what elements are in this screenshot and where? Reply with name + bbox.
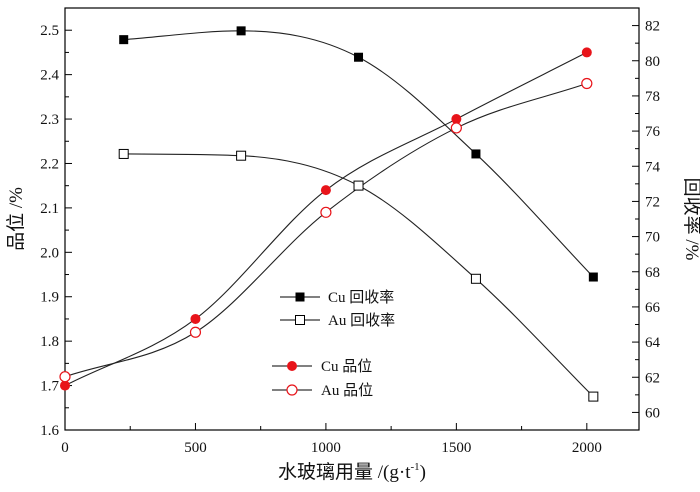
legend-label-cu-grade: Cu 品位 xyxy=(321,358,372,375)
tick-marks xyxy=(64,25,639,431)
data-point-au-grade xyxy=(59,371,71,383)
data-point-cu-grade xyxy=(451,114,462,125)
data-point-cu-grade xyxy=(190,313,201,324)
x-tick-label: 1000 xyxy=(311,440,341,456)
data-point-cu-recovery xyxy=(236,26,246,36)
data-point-au-recovery xyxy=(118,148,129,159)
series-line-2 xyxy=(64,51,588,387)
data-point-cu-recovery xyxy=(119,35,129,45)
legend-recovery: Cu 回收率 Au 回收率 xyxy=(280,289,395,329)
data-point-cu-recovery xyxy=(588,272,598,282)
x-tick-label: 1500 xyxy=(441,440,471,456)
y-left-tick-labels: 1.6 1.7 1.8 1.9 2.0 2.1 2.2 2.3 2.4 2.5 xyxy=(40,23,59,439)
data-point-cu-grade xyxy=(320,185,331,196)
legend-grade: Cu 品位 Au 品位 xyxy=(272,358,373,399)
data-point-au-recovery xyxy=(353,180,364,191)
x-tick-labels: 0 500 1000 1500 2000 xyxy=(61,440,602,456)
y-right-tick-label: 78 xyxy=(645,89,660,105)
legend-label-cu-recovery: Cu 回收率 xyxy=(328,289,394,306)
x-axis-title: 水玻璃用量 /(g·t-1) xyxy=(278,461,426,483)
x-tick-label: 0 xyxy=(61,440,69,456)
y-right-tick-label: 70 xyxy=(645,230,660,246)
y-left-tick-label: 1.6 xyxy=(40,423,59,439)
data-point-cu-recovery xyxy=(354,52,364,62)
y-right-tick-label: 64 xyxy=(645,335,661,351)
y-right-tick-label: 76 xyxy=(645,124,661,140)
data-point-au-recovery xyxy=(588,391,599,402)
legend-label-au-recovery: Au 回收率 xyxy=(328,312,395,329)
legend-marker-cu-grade xyxy=(287,361,297,371)
y-left-tick-label: 1.8 xyxy=(40,334,59,350)
series-line-3 xyxy=(64,82,587,378)
legend-marker-cu-recovery xyxy=(295,292,305,302)
data-point-au-grade xyxy=(189,326,202,338)
data-point-au-grade xyxy=(450,122,462,134)
data-point-au-recovery xyxy=(470,273,481,284)
series-line-0 xyxy=(123,30,594,278)
y-left-axis-title: 品位 /% xyxy=(5,187,27,251)
legend-marker-au-recovery xyxy=(295,315,305,325)
series-markers xyxy=(59,26,599,402)
data-point-au-grade xyxy=(320,206,332,218)
data-point-cu-grade xyxy=(581,47,592,58)
data-point-cu-grade xyxy=(60,380,70,391)
y-right-tick-labels: 60 62 64 66 68 70 72 74 76 78 80 82 xyxy=(645,19,661,422)
y-left-tick-label: 2.5 xyxy=(40,23,59,39)
y-right-axis-title: 回收率 /% xyxy=(681,178,700,261)
y-left-tick-label: 2.4 xyxy=(40,68,59,84)
data-point-au-grade xyxy=(581,77,593,90)
y-right-tick-label: 66 xyxy=(645,300,661,316)
y-right-tick-label: 82 xyxy=(645,19,660,35)
y-right-tick-label: 74 xyxy=(645,159,661,175)
legend-marker-au-grade xyxy=(286,384,298,396)
y-left-tick-label: 2.0 xyxy=(40,245,59,261)
y-right-tick-label: 68 xyxy=(645,265,660,281)
data-point-cu-recovery xyxy=(471,149,481,159)
data-point-au-recovery xyxy=(236,150,247,161)
y-left-tick-label: 1.9 xyxy=(40,290,59,306)
y-left-tick-label: 2.2 xyxy=(40,156,59,172)
y-right-tick-label: 72 xyxy=(645,194,660,210)
y-left-tick-label: 1.7 xyxy=(40,379,59,395)
legend-label-au-grade: Au 品位 xyxy=(321,382,373,399)
y-right-tick-label: 60 xyxy=(645,405,660,421)
x-tick-label: 500 xyxy=(184,440,207,456)
y-left-tick-label: 2.1 xyxy=(40,201,59,217)
y-left-tick-label: 2.3 xyxy=(40,112,59,128)
x-tick-label: 2000 xyxy=(572,440,602,456)
y-right-tick-label: 80 xyxy=(645,54,660,70)
y-right-tick-label: 62 xyxy=(645,370,660,386)
